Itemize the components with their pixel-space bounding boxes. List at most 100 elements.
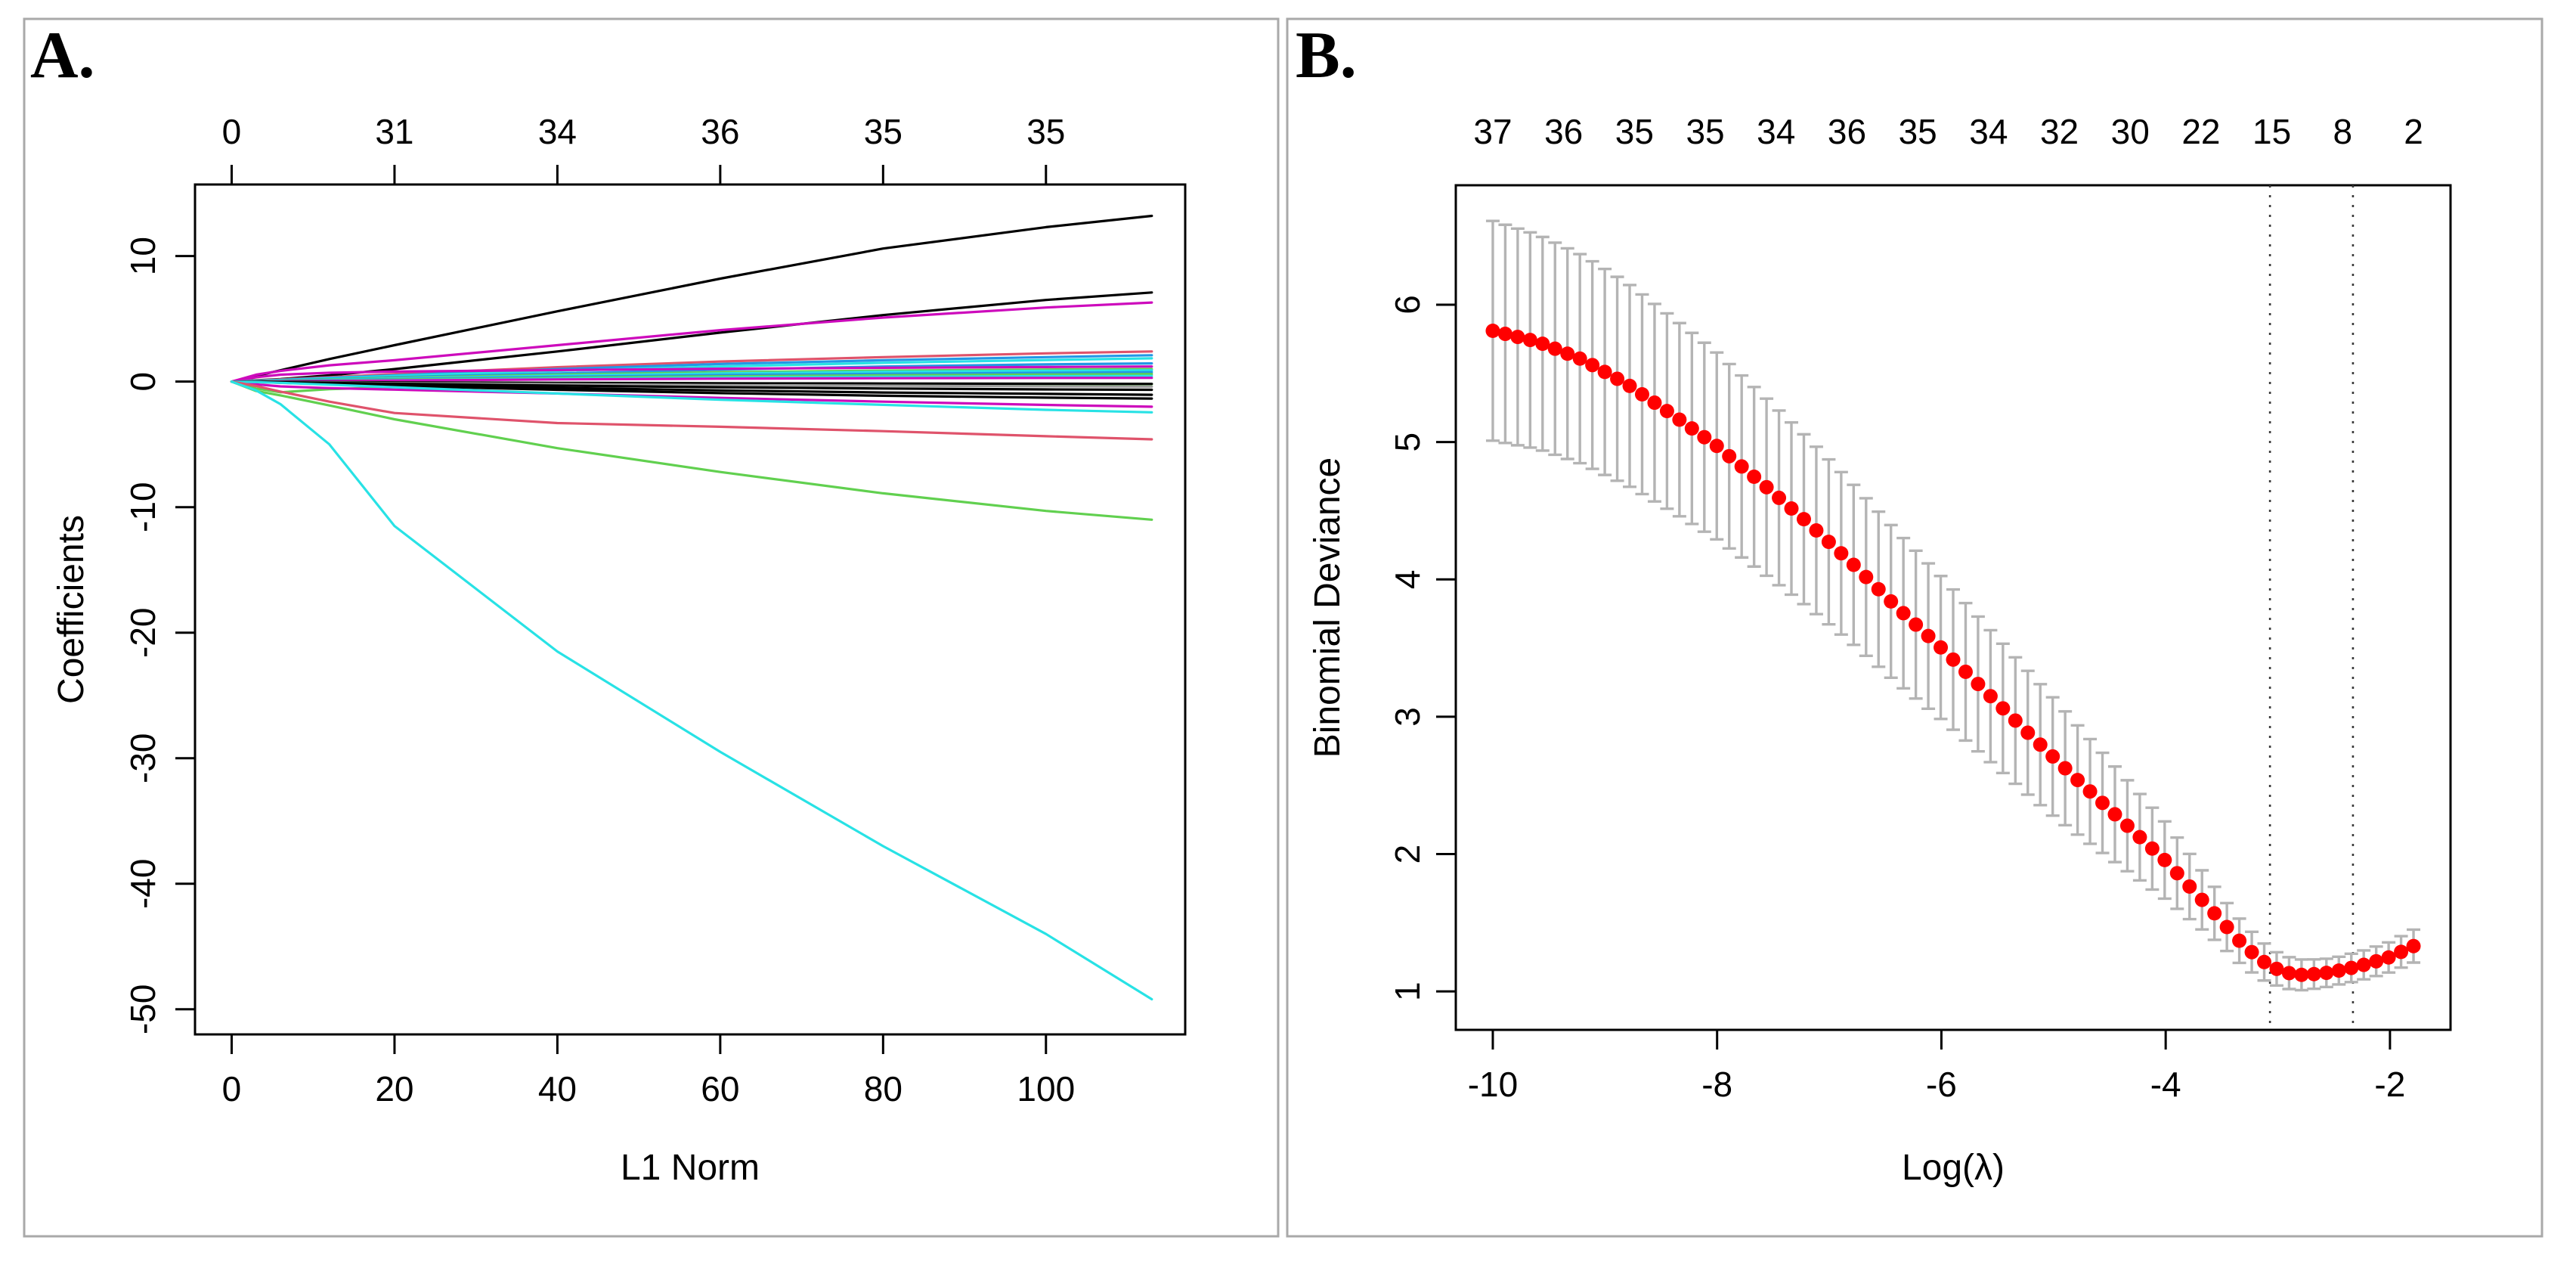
cv-dot [2070,773,2085,788]
cv-dot [2369,953,2384,969]
cv-dot [2020,725,2036,740]
cv-dot [1846,557,1861,572]
cv-dot [1485,324,1500,339]
cv-dot [1871,581,1886,597]
df-label: 0 [222,112,242,151]
df-label: 37 [1473,112,1512,151]
cv-dot [1796,512,1811,527]
cv-dot [2281,966,2296,981]
df-label: 22 [2181,112,2220,151]
cv-dot [1896,606,1911,621]
df-label: 35 [1615,112,1654,151]
x-tick-label: -10 [1468,1065,1518,1104]
cv-dot [1560,346,1575,361]
x-tick-label: 100 [1017,1069,1075,1109]
y-tick-label: 2 [1388,845,1427,864]
x-axis-title: L1 Norm [621,1148,760,1188]
cv-dot [2269,961,2284,976]
cv-dot [2045,749,2060,764]
cv-dot [1909,617,1924,632]
cv-dot [2306,966,2321,981]
cv-dot [2157,852,2172,867]
coefficient-paths [230,214,1153,1001]
cv-dot [2344,960,2359,975]
cv-dot [1946,652,1961,667]
cv-dot [2095,795,2110,811]
cv-dot [1697,429,1712,445]
cv-dot [1722,448,1737,464]
cv-dot [2033,737,2048,752]
cv-dot [1572,351,1587,366]
df-label: 30 [2111,112,2150,151]
plot-box [194,183,1187,1036]
cv-dot [2394,944,2409,960]
cv-dot [2169,866,2184,881]
coefficient-path-cyan [230,380,1153,1001]
cv-dot [2381,950,2396,965]
x-tick-label: -8 [1701,1065,1732,1104]
df-label: 36 [1828,112,1866,151]
df-label: 35 [1026,112,1065,151]
cv-dot [1684,421,1699,436]
coefficient-path-magenta [230,365,1153,383]
coefficient-path-salmon [230,380,1153,441]
x-tick-label: -4 [2150,1065,2181,1104]
cv-dot [1921,628,1936,643]
y-tick-label: 6 [1388,295,1427,315]
cv-dot [1647,395,1662,411]
cv-dot [2194,892,2209,907]
y-axis-title: Coefficients [51,515,91,704]
coefficient-path-green [230,380,1153,521]
cv-dot [1821,535,1836,550]
cv-dot [1622,378,1637,393]
cv-dot [1585,358,1600,373]
df-label: 34 [1969,112,2008,151]
x-tick-label: -6 [1926,1065,1957,1104]
panel-a-label: A. [30,19,95,92]
cv-dot [2257,954,2272,969]
cv-dot [2144,841,2160,856]
cv-dot [2406,938,2421,953]
y-axis-title: Binomial Deviance [1308,457,1348,758]
y-tick-label: 3 [1388,707,1427,727]
x-tick-label: -2 [2374,1065,2405,1104]
y-tick-label: 5 [1388,433,1427,452]
cv-dot [1510,330,1525,345]
x-axis: 0 20 40 60 80 100 L1 Norm [222,1034,1075,1188]
cv-dot [2319,966,2334,981]
y-tick-label: -50 [123,984,163,1034]
cv-dot [2294,967,2309,982]
cv-dot [1971,677,1986,692]
cv-dot [2057,761,2073,776]
cv-dot [1535,336,1550,352]
cv-dot [2008,713,2023,728]
df-label: 32 [2040,112,2079,151]
x-axis: -10 -8 -6 -4 -2 Log(λ) [1468,1030,2405,1188]
y-tick-label: 10 [123,237,163,275]
cv-dot [1747,470,1762,485]
cv-dot [1772,490,1787,505]
x-tick-label: 80 [864,1069,903,1109]
cv-dot [2107,807,2122,822]
x-tick-label: 60 [701,1069,739,1109]
cv-dot [1995,701,2011,716]
x-tick-label: 20 [375,1069,413,1109]
cv-dot [1784,501,1799,516]
df-label: 35 [1686,112,1724,151]
df-label: 8 [2333,112,2353,151]
cv-dot [2132,829,2147,845]
cv-dot [1547,341,1562,356]
coefficient-path-cyan [230,380,1153,414]
cv-dot [2082,784,2098,799]
cv-dot [1497,327,1512,342]
x-axis-title: Log(λ) [1902,1148,2005,1188]
top-axis-df: 0 31 34 36 35 35 [222,112,1065,184]
cv-dot [1958,664,1973,679]
df-label: 36 [1544,112,1583,151]
cv-dot [1983,689,1998,704]
cv-dot [2207,906,2222,921]
cv-dot [2182,879,2197,894]
cv-dot [1934,640,1949,655]
